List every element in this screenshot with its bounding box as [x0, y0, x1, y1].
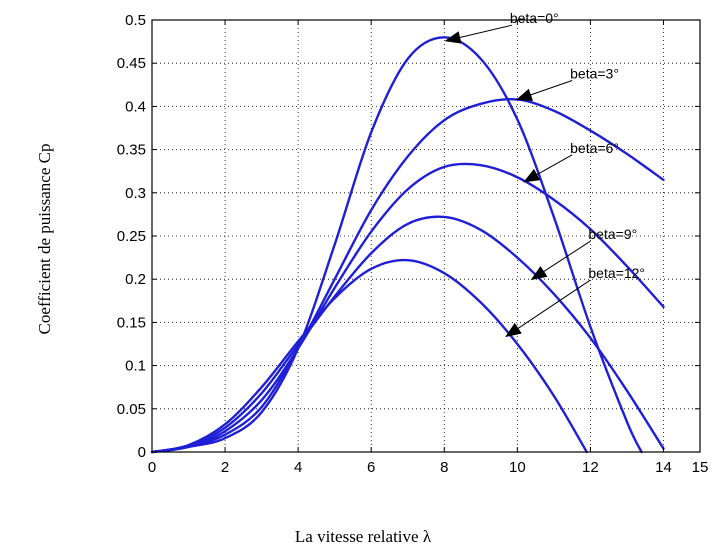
y-tick-label-10: 0.5 [125, 12, 146, 29]
x-tick-label-6: 12 [582, 459, 599, 476]
y-tick-label-4: 0.2 [125, 271, 146, 288]
series-line-3 [150, 215, 665, 454]
x-tick-label-7: 14 [655, 459, 672, 476]
series-lines [150, 36, 665, 454]
x-tick-label-0: 0 [148, 459, 156, 476]
annotation-arrow-2 [523, 154, 573, 183]
x-tick-labels: 0 2 4 6 8 10 12 14 15 [148, 20, 709, 476]
annotation-arrow-1 [515, 80, 573, 101]
y-tick-label-8: 0.4 [125, 98, 146, 115]
series-line-0 [150, 36, 643, 454]
x-axis-title: La vitesse relative λ [295, 527, 432, 546]
y-tick-label-5: 0.25 [117, 228, 146, 245]
annotation-label-2: beta=6° [570, 140, 619, 156]
y-tick-label-2: 0.1 [125, 358, 146, 375]
y-tick-label-0: 0 [138, 444, 146, 461]
x-tick-label-1: 2 [221, 459, 229, 476]
y-tick-labels: 0 0.05 0.1 0.15 0.2 0.25 0.3 0.35 0.4 0.45 0.5 [117, 12, 700, 461]
annotation-arrow-0 [444, 24, 512, 44]
y-tick-label-6: 0.3 [125, 185, 146, 202]
series-line-2 [150, 162, 665, 454]
y-tick-label-9: 0.45 [117, 55, 146, 72]
x-tick-label-4: 8 [440, 459, 448, 476]
annotation-label-0: beta=0° [510, 10, 559, 26]
series-line-4 [150, 258, 588, 454]
annotation-label-3: beta=9° [588, 226, 637, 242]
annotation-arrow-3 [530, 240, 591, 281]
y-tick-label-7: 0.35 [117, 142, 146, 159]
annotation-label-1: beta=3° [570, 65, 619, 81]
x-tick-label-8: 15 [692, 459, 709, 476]
x-tick-label-2: 4 [294, 459, 302, 476]
annotation-label-4: beta=12° [588, 265, 645, 281]
x-tick-label-3: 6 [367, 459, 375, 476]
y-tick-label-1: 0.05 [117, 401, 146, 418]
annotation-arrow-4 [505, 279, 591, 338]
y-axis-title: Coefficient de puissance Cp [35, 144, 54, 335]
series-line-1 [150, 97, 665, 454]
grid [152, 20, 700, 452]
x-tick-label-5: 10 [509, 459, 526, 476]
annotations: beta=0° beta=3° beta=6° beta=9° beta=12° [444, 10, 645, 338]
y-tick-label-3: 0.15 [117, 314, 146, 331]
